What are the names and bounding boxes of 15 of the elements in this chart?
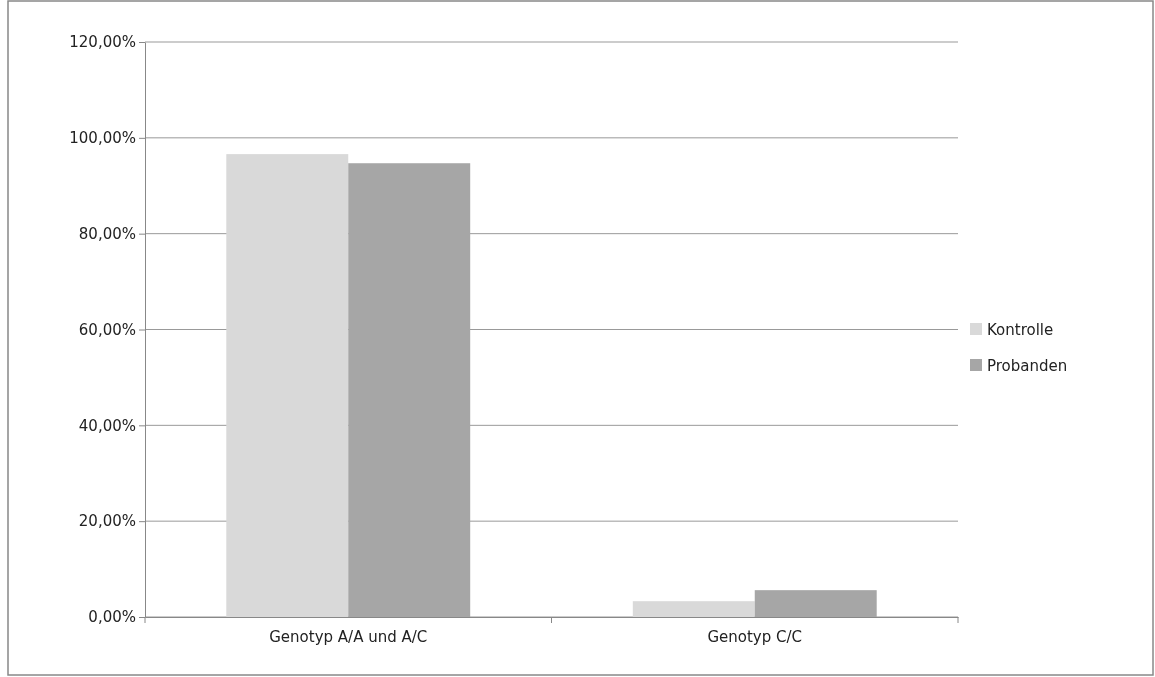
x-tick-label: Genotyp A/A und A/C bbox=[269, 627, 428, 646]
legend-label: Kontrolle bbox=[987, 321, 1054, 339]
bar bbox=[348, 163, 471, 617]
bar bbox=[226, 154, 349, 617]
y-tick-label: 120,00% bbox=[69, 33, 136, 52]
y-tick-label: 20,00% bbox=[78, 512, 136, 531]
y-tick-label: 60,00% bbox=[78, 320, 136, 339]
bar bbox=[754, 590, 877, 617]
x-tick-label: Genotyp C/C bbox=[707, 627, 803, 646]
y-tick-label: 100,00% bbox=[69, 129, 136, 148]
y-tick-label: 80,00% bbox=[78, 224, 136, 243]
bar bbox=[632, 601, 755, 617]
legend-label: Probanden bbox=[987, 357, 1068, 375]
y-tick-label: 40,00% bbox=[78, 416, 136, 435]
y-tick-label: 0,00% bbox=[88, 608, 136, 627]
